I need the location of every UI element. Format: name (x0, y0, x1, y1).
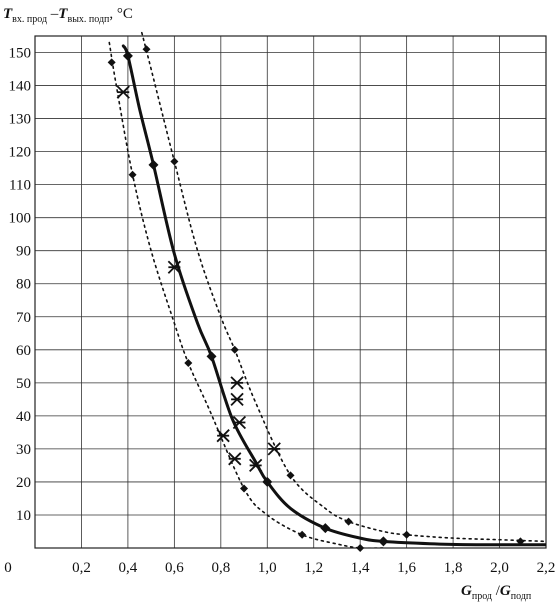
diamond-marker (516, 537, 525, 546)
diamond-marker (122, 50, 133, 61)
diamond-marker (230, 345, 239, 354)
x-tick-label: 0,4 (119, 560, 138, 576)
mean-curve (121, 44, 546, 547)
star-marker (228, 452, 242, 466)
x-tick-label: 0 (4, 560, 12, 576)
star-marker (267, 442, 281, 456)
diamond-marker (184, 359, 193, 368)
x-tick-label: 1,8 (444, 560, 463, 576)
y-tick-label: 90 (16, 244, 31, 260)
y-axis-label: Tвх. прод –Tвых. подп, °C (3, 6, 133, 25)
diamond-marker (344, 517, 353, 526)
diamond-marker (262, 476, 273, 487)
diamond-marker (142, 45, 151, 54)
x-tick-label: 0,2 (72, 560, 91, 576)
diamond-marker (206, 351, 217, 362)
diamond-marker (170, 157, 179, 166)
y-tick-label: 100 (9, 211, 32, 227)
y-tick-label: 40 (16, 409, 31, 425)
diamond-marker (402, 530, 411, 539)
y-tick-label: 30 (16, 442, 31, 458)
x-tick-label: 0,8 (211, 560, 230, 576)
star-marker (249, 458, 263, 473)
y-tick-label: 10 (16, 508, 31, 524)
star-marker (230, 376, 244, 390)
axes (34, 35, 547, 549)
x-tick-label: 2,0 (490, 560, 509, 576)
diamond-marker (128, 170, 137, 179)
diamond-marker (320, 523, 331, 534)
x-tick-label: 1,2 (304, 560, 323, 576)
star-marker (230, 392, 244, 406)
y-tick-label: 110 (9, 178, 31, 194)
star-marker (216, 429, 230, 443)
markers (107, 45, 525, 552)
star-marker (167, 260, 182, 274)
diamond-marker (286, 471, 295, 480)
x-axis-label: Gпрод /Gподп (461, 583, 532, 602)
bound-curve-1 (141, 31, 546, 543)
grid (35, 36, 546, 548)
diamond-marker (356, 544, 365, 552)
diamond-marker (107, 58, 116, 67)
x-tick-label: 2,2 (537, 560, 556, 576)
y-tick-label: 140 (9, 79, 32, 95)
diamond-marker (148, 159, 159, 170)
x-tick-label: 1,4 (351, 560, 370, 576)
x-tick-label: 1,0 (258, 560, 277, 576)
star-marker (116, 85, 130, 99)
y-tick-label: 50 (16, 376, 31, 392)
plot-frame (34, 35, 547, 549)
y-tick-label: 150 (9, 46, 32, 62)
y-tick-label: 70 (16, 310, 31, 326)
diamond-marker (240, 484, 249, 493)
y-tick-label: 80 (16, 277, 31, 293)
diamond-marker (298, 530, 307, 539)
y-tick-label: 130 (9, 112, 32, 128)
x-tick-label: 0,6 (165, 560, 184, 576)
x-tick-label: 1,6 (397, 560, 416, 576)
curves (108, 31, 546, 548)
star-marker (232, 415, 247, 430)
tick-labels: 0 0,2 0,4 0,6 0,8 1,0 1,2 1,4 1,6 1,8 2,0 2,2 10 20 30… (4, 46, 555, 576)
diamond-marker (378, 536, 389, 547)
y-tick-label: 60 (16, 343, 31, 359)
y-tick-label: 120 (9, 145, 32, 161)
y-tick-label: 20 (16, 475, 31, 491)
